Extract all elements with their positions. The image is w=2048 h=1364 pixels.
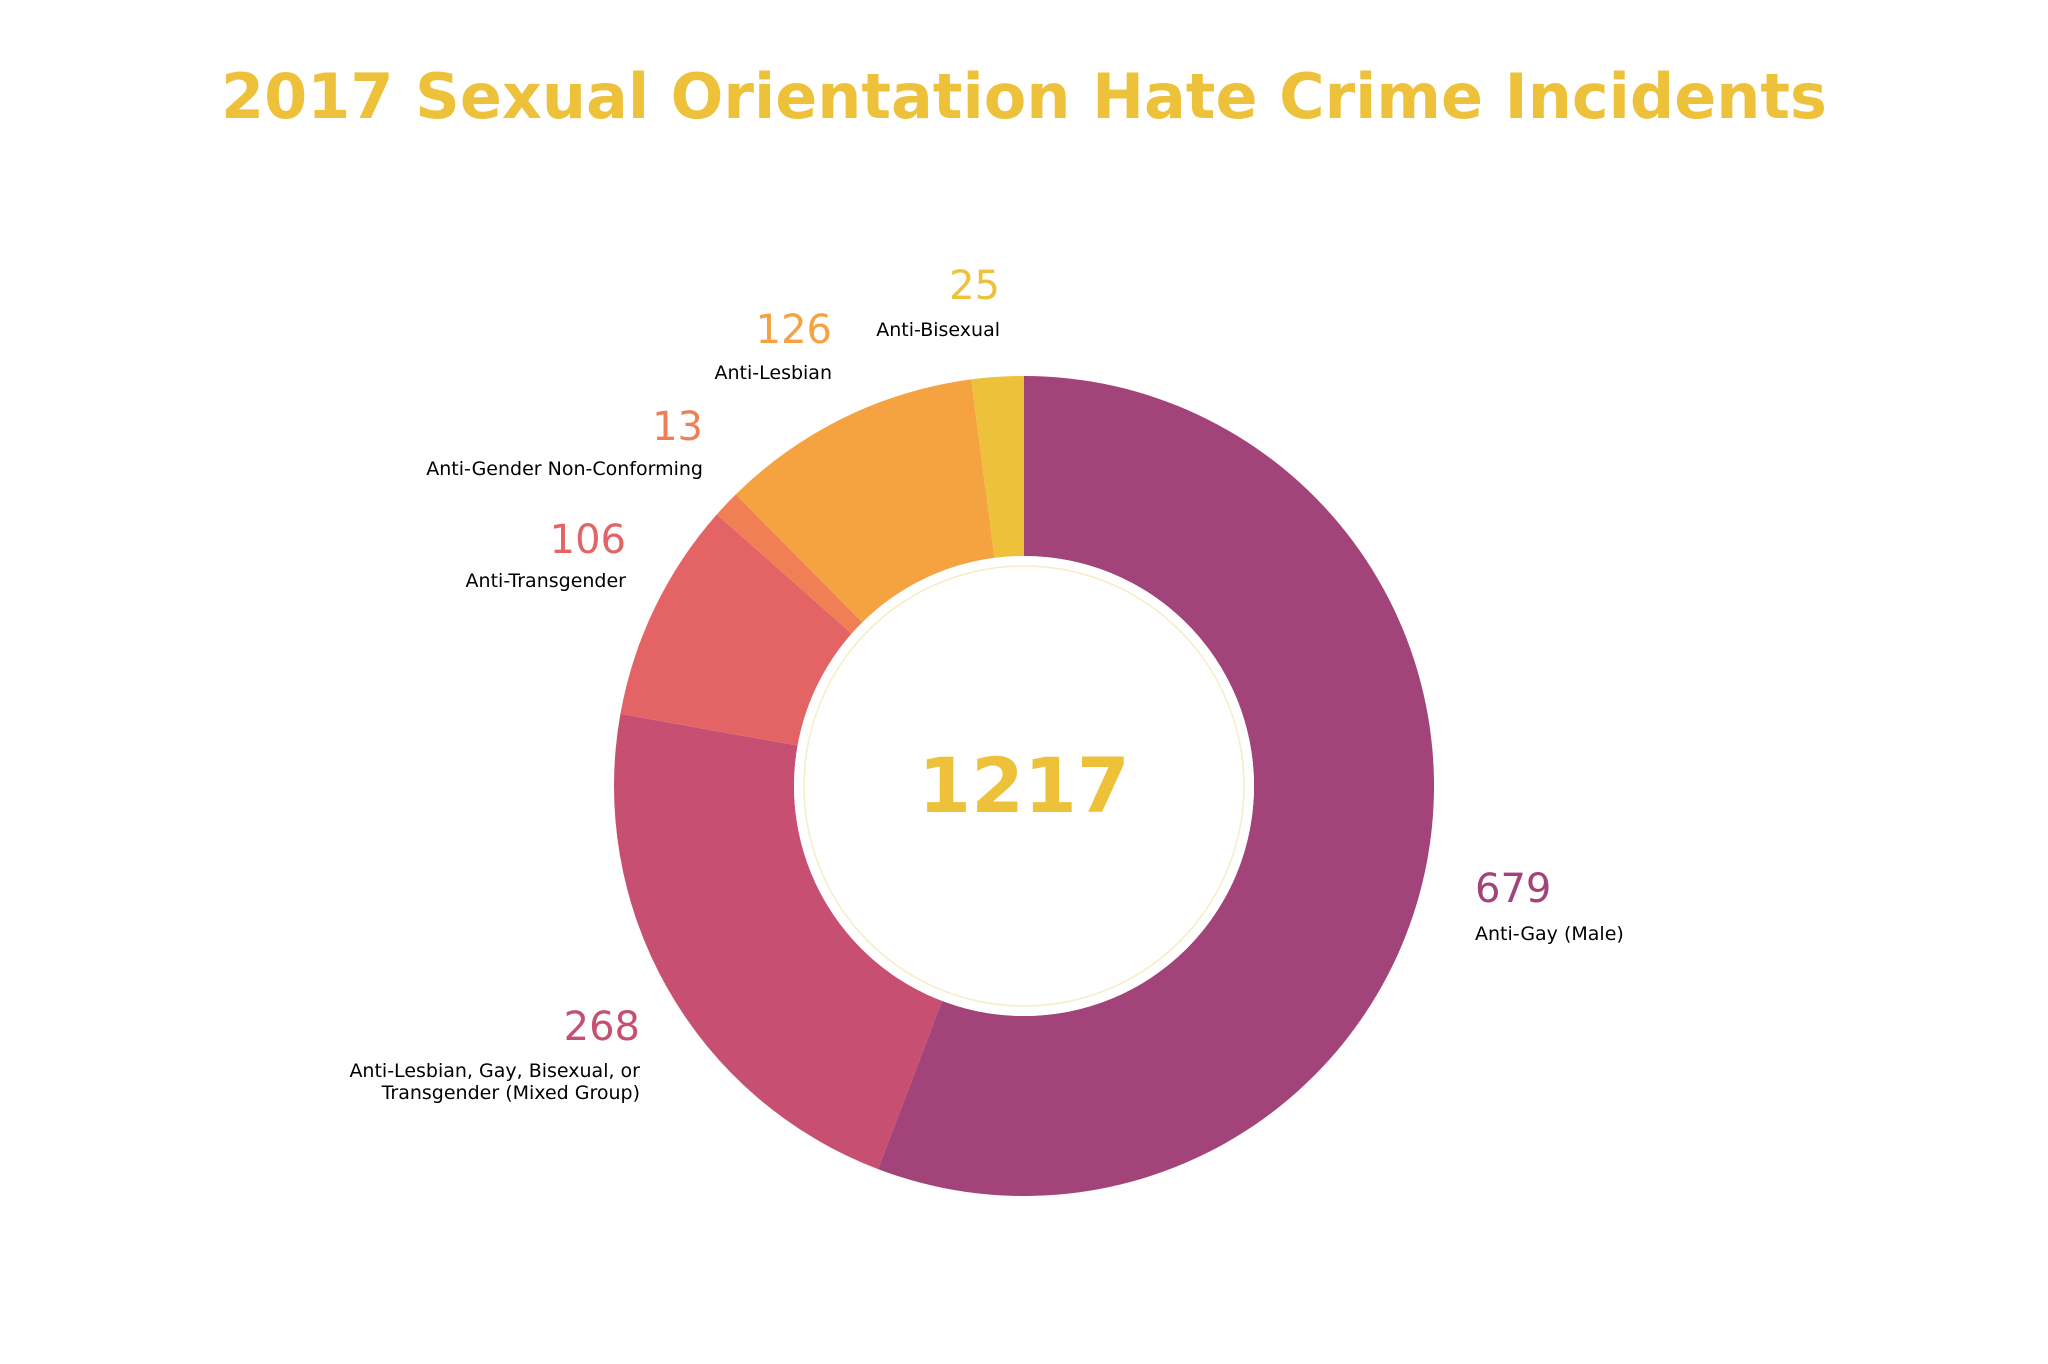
slice-1 <box>613 713 943 1170</box>
labels-group: 679 Anti-Gay (Male) 268 Anti-Lesbian, Gay, … <box>349 263 1623 1104</box>
category-label-4: Anti-Lesbian <box>715 362 833 384</box>
category-label-2: Anti-Transgender <box>466 570 627 592</box>
slice-2 <box>620 514 852 746</box>
slice-4 <box>735 379 995 623</box>
category-label-0: Anti-Gay (Male) <box>1475 923 1624 945</box>
category-label-5: Anti-Bisexual <box>876 319 1000 341</box>
slices-group <box>613 376 1434 1197</box>
value-label-4: 126 <box>756 307 832 353</box>
category-label-3: Anti-Gender Non-Conforming <box>426 458 703 480</box>
value-label-3: 13 <box>652 404 703 450</box>
slice-3 <box>716 494 863 634</box>
value-label-1: 268 <box>564 1004 640 1050</box>
chart-title: 2017 Sexual Orientation Hate Crime Incid… <box>221 60 1827 133</box>
donut-hole <box>794 556 1254 1016</box>
value-label-2: 106 <box>550 517 626 563</box>
category-label-1: Anti-Lesbian, Gay, Bisexual, or Transgend… <box>349 1060 640 1104</box>
slice-0 <box>878 376 1434 1197</box>
inner-ring <box>803 565 1245 1007</box>
value-label-0: 679 <box>1475 866 1551 912</box>
slice-5 <box>971 376 1024 558</box>
center-total: 1217 <box>918 741 1130 830</box>
value-label-5: 25 <box>949 263 1000 309</box>
